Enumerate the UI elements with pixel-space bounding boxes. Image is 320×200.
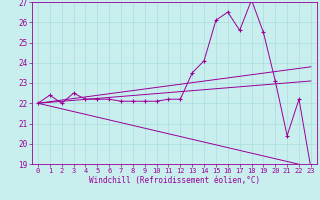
X-axis label: Windchill (Refroidissement éolien,°C): Windchill (Refroidissement éolien,°C) — [89, 176, 260, 185]
